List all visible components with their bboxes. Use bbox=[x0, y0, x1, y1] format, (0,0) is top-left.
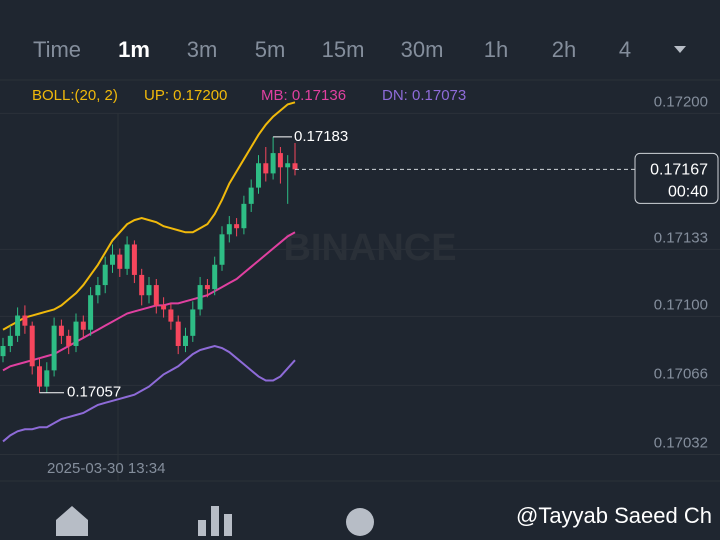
home-icon[interactable] bbox=[56, 506, 88, 536]
timeframe-tabs: Time 1m 3m 5m 15m 30m 1h 2h 4 bbox=[33, 37, 631, 62]
candle-body bbox=[58, 325, 64, 336]
dropdown-arrow[interactable] bbox=[674, 46, 686, 53]
candle-body bbox=[270, 153, 276, 174]
tab[interactable]: Time bbox=[33, 37, 81, 62]
watermark: BINANCE bbox=[283, 227, 456, 269]
candle-body bbox=[0, 345, 6, 357]
boll-up: UP: 0.17200 bbox=[144, 87, 227, 104]
plot: 0.17200 0.17133 0.17100 0.17066 0.17032 0.171… bbox=[0, 93, 720, 455]
max-label: 0.17183 bbox=[294, 128, 348, 145]
y-tick-label: 0.17200 bbox=[654, 93, 708, 110]
y-tick-label: 0.17032 bbox=[654, 434, 708, 451]
candle-body bbox=[15, 315, 21, 336]
candle-body bbox=[131, 244, 137, 275]
tab[interactable]: 3m bbox=[187, 37, 218, 62]
candle-body bbox=[161, 305, 167, 310]
candle-body bbox=[88, 295, 94, 330]
candle-body bbox=[110, 254, 115, 265]
tab[interactable]: 1h bbox=[484, 37, 508, 62]
current-price: 0.17167 bbox=[650, 162, 708, 179]
candle-body bbox=[277, 153, 283, 168]
candle-body bbox=[117, 254, 123, 269]
candle-body bbox=[204, 285, 210, 290]
credit: @Tayyab Saeed Ch bbox=[516, 503, 712, 528]
candle-body bbox=[146, 285, 152, 296]
min-label: 0.17057 bbox=[67, 384, 121, 401]
candle-body bbox=[102, 264, 108, 286]
candle-body bbox=[66, 335, 72, 346]
tab[interactable]: 5m bbox=[255, 37, 286, 62]
candle-body bbox=[22, 315, 28, 326]
candle-body bbox=[292, 163, 298, 170]
markets-icon[interactable] bbox=[224, 514, 232, 536]
candle-body bbox=[175, 321, 181, 346]
candle-body bbox=[124, 244, 130, 269]
candle-body bbox=[190, 309, 196, 336]
trade-icon[interactable] bbox=[346, 508, 374, 536]
tab[interactable]: 2h bbox=[552, 37, 576, 62]
candle-body bbox=[285, 163, 291, 168]
boll-mb: MB: 0.17136 bbox=[261, 87, 346, 104]
y-tick-label: 0.17100 bbox=[654, 296, 708, 313]
candle-body bbox=[248, 187, 254, 204]
y-tick-label: 0.17133 bbox=[654, 229, 708, 246]
candle-body bbox=[73, 321, 79, 346]
markets-icon[interactable] bbox=[211, 506, 219, 536]
tab[interactable]: 1m bbox=[118, 37, 150, 62]
candle-body bbox=[219, 234, 225, 265]
candle-body bbox=[37, 366, 42, 387]
candle-body bbox=[212, 264, 218, 290]
tab[interactable]: 4 bbox=[619, 37, 631, 62]
candle-body bbox=[7, 335, 13, 346]
candle-body bbox=[139, 274, 145, 296]
nav-icons[interactable] bbox=[56, 506, 374, 536]
candle-body bbox=[29, 325, 35, 367]
countdown: 00:40 bbox=[668, 184, 708, 201]
tab[interactable]: 30m bbox=[401, 37, 444, 62]
candle-body bbox=[95, 285, 101, 296]
boll-name: BOLL:(20, 2) bbox=[32, 87, 118, 104]
price-box bbox=[634, 152, 719, 204]
candle-body bbox=[153, 285, 159, 306]
candle-body bbox=[197, 285, 203, 310]
candle-body bbox=[183, 335, 188, 346]
tab[interactable]: 15m bbox=[322, 37, 365, 62]
boll-line bbox=[2, 344, 296, 443]
candle-body bbox=[168, 309, 174, 322]
candle-body bbox=[234, 224, 240, 229]
candle-body bbox=[51, 325, 57, 371]
candle-body bbox=[256, 163, 261, 188]
candle-body bbox=[241, 203, 247, 229]
time-label: 2025-03-30 13:34 bbox=[47, 460, 165, 477]
y-tick-label: 0.17066 bbox=[654, 365, 708, 382]
candle-body bbox=[226, 224, 232, 235]
markets-icon[interactable] bbox=[198, 520, 206, 536]
candle-body bbox=[44, 370, 50, 387]
candle-body bbox=[263, 163, 269, 174]
boll-dn: DN: 0.17073 bbox=[382, 87, 466, 104]
boll-line bbox=[2, 101, 296, 331]
candle-body bbox=[80, 321, 86, 330]
